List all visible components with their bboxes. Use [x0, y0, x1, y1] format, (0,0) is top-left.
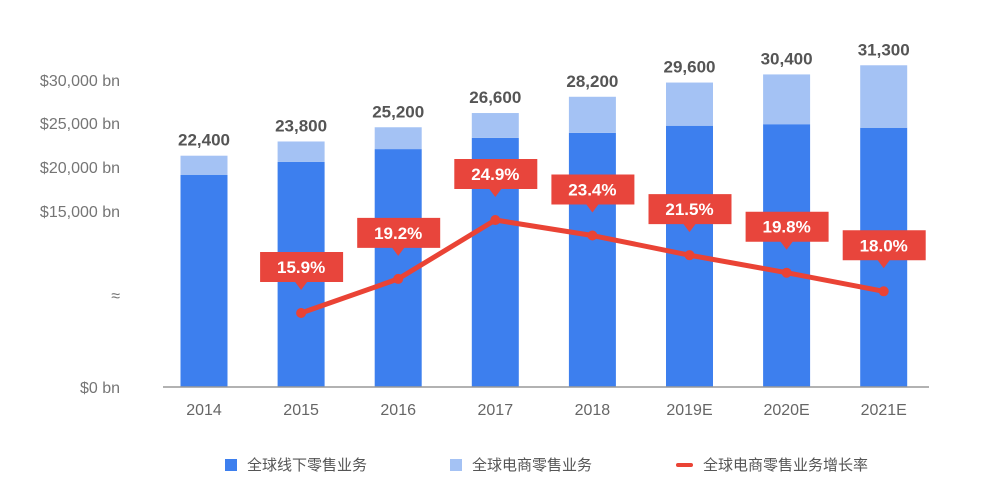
- growth-callout: [357, 217, 441, 256]
- x-tick-label: 2018: [575, 402, 611, 419]
- growth-callout: [551, 174, 635, 213]
- bar-ecommerce: [763, 74, 811, 125]
- bar-offline: [763, 124, 811, 387]
- growth-label: 24.9%: [471, 165, 519, 184]
- total-label: 23,800: [275, 116, 327, 135]
- legend-item-growth: 全球电商零售业务增长率: [676, 454, 868, 475]
- bar-ecommerce: [860, 65, 908, 128]
- bar-ecommerce: [666, 82, 713, 126]
- total-label: 26,600: [469, 88, 521, 107]
- growth-label: 19.8%: [762, 218, 810, 237]
- x-tick-label: 2021E: [861, 402, 907, 419]
- legend-label-ecommerce: 全球电商零售业务: [472, 456, 593, 474]
- growth-callout: [745, 211, 829, 250]
- legend-swatch-ecommerce: [450, 458, 462, 471]
- y-tick-label: ≈: [111, 288, 120, 305]
- growth-point: [490, 215, 501, 226]
- total-label: 25,200: [372, 102, 424, 121]
- growth-point: [296, 308, 307, 318]
- bar-ecommerce: [568, 96, 616, 133]
- growth-label: 21.5%: [665, 200, 713, 219]
- growth-point: [781, 267, 792, 278]
- total-label: 31,300: [858, 40, 910, 59]
- y-tick-label: $0 bn: [80, 380, 120, 397]
- x-tick-label: 2020E: [763, 402, 809, 419]
- bar-ecommerce: [471, 113, 519, 138]
- growth-point: [684, 250, 695, 261]
- x-tick-label: 2014: [186, 402, 222, 419]
- legend-line-growth: [676, 462, 693, 467]
- x-tick-label: 2019E: [666, 402, 712, 419]
- growth-label: 15.9%: [277, 258, 325, 277]
- growth-label: 18.0%: [860, 236, 908, 255]
- growth-point: [393, 273, 404, 284]
- total-label: 22,400: [178, 131, 230, 150]
- bar-offline: [568, 132, 616, 387]
- legend: 全球线下零售业务 全球电商零售业务 全球电商零售业务增长率: [0, 454, 990, 474]
- bar-ecommerce: [374, 127, 422, 150]
- growth-callout: [260, 252, 344, 290]
- growth-label: 19.2%: [374, 224, 422, 243]
- y-tick-label: $30,000 bn: [40, 73, 120, 90]
- y-tick-label: $25,000 bn: [40, 116, 120, 133]
- legend-item-ecommerce: 全球电商零售业务: [450, 454, 592, 475]
- legend-item-offline: 全球线下零售业务: [225, 454, 367, 475]
- bar-ecommerce: [180, 155, 228, 176]
- x-tick-label: 2016: [380, 402, 416, 419]
- growth-label: 23.4%: [568, 181, 616, 200]
- bar-offline: [180, 175, 228, 387]
- growth-point: [878, 286, 889, 297]
- growth-callout: [842, 230, 926, 269]
- total-label: 28,200: [566, 72, 618, 91]
- x-tick-label: 2017: [478, 402, 514, 419]
- x-tick-label: 2015: [283, 402, 319, 419]
- y-tick-label: $15,000 bn: [40, 204, 120, 221]
- total-label: 30,400: [761, 49, 813, 68]
- legend-swatch-offline: [225, 458, 237, 471]
- growth-callout: [454, 159, 538, 198]
- growth-callout: [648, 194, 732, 233]
- growth-point: [587, 230, 598, 241]
- bar-ecommerce: [277, 141, 325, 162]
- total-label: 29,600: [664, 58, 716, 77]
- legend-label-growth: 全球电商零售业务增长率: [703, 456, 869, 474]
- legend-label-offline: 全球线下零售业务: [247, 456, 368, 474]
- y-tick-label: $20,000 bn: [40, 160, 120, 177]
